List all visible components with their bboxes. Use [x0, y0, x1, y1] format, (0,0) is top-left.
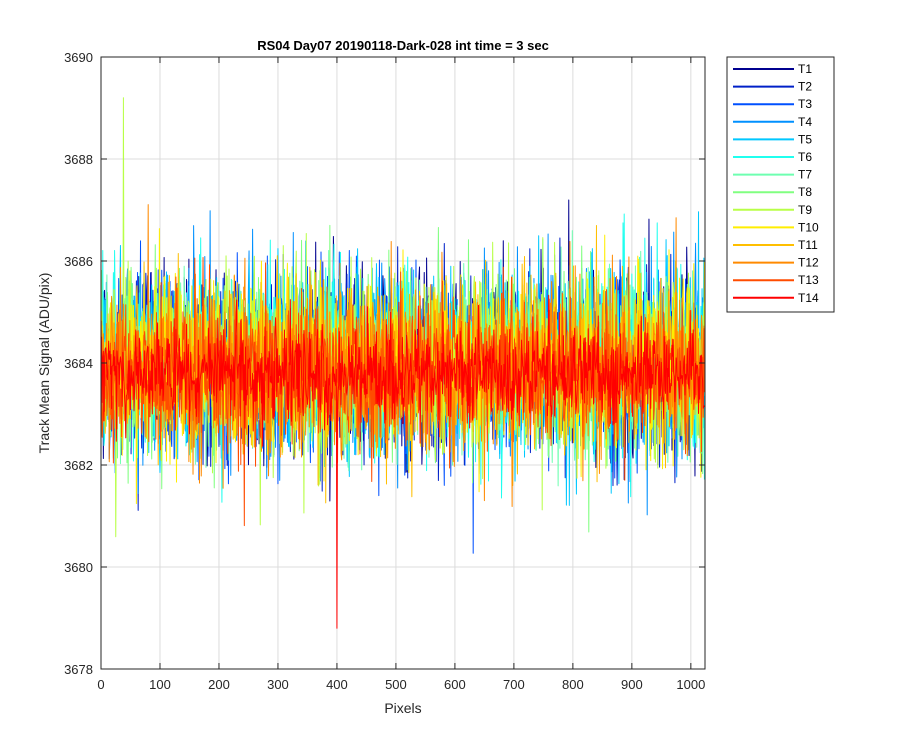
chart-title: RS04 Day07 20190118-Dark-028 int time = … — [257, 38, 549, 53]
legend-label-t10: T10 — [798, 220, 819, 234]
legend-label-t7: T7 — [798, 168, 812, 182]
legend-label-t14: T14 — [798, 291, 819, 305]
legend-label-t4: T4 — [798, 115, 812, 129]
x-tick-label: 100 — [149, 677, 171, 692]
y-axis-label: Track Mean Signal (ADU/pix) — [36, 273, 52, 454]
x-tick-label: 400 — [326, 677, 348, 692]
x-tick-label: 800 — [562, 677, 584, 692]
legend-label-t5: T5 — [798, 132, 812, 146]
x-tick-label: 500 — [385, 677, 407, 692]
x-tick-label: 900 — [621, 677, 643, 692]
x-tick-label: 0 — [97, 677, 104, 692]
x-tick-label: 300 — [267, 677, 289, 692]
legend-label-t12: T12 — [798, 256, 819, 270]
legend-label-t2: T2 — [798, 80, 812, 94]
legend: T1 T2 T3 T4 T5 T6 T7 T8 T9 T10 T11 T12 T13 T14 — [726, 56, 835, 313]
y-tick-label: 3680 — [64, 560, 93, 575]
x-axis-label: Pixels — [384, 700, 421, 716]
series-line-t14 — [100, 294, 705, 629]
y-tick-label: 3682 — [64, 458, 93, 473]
y-tick-label: 3688 — [64, 152, 93, 167]
series-layer — [100, 97, 705, 629]
legend-label-t6: T6 — [798, 150, 812, 164]
x-tick-label: 1000 — [676, 677, 705, 692]
y-tick-label: 3678 — [64, 662, 93, 677]
legend-label-t1: T1 — [798, 62, 812, 76]
plot-frame — [100, 56, 706, 670]
legend-label-t9: T9 — [798, 203, 812, 217]
y-tick-label: 3686 — [64, 254, 93, 269]
y-tick-label: 3690 — [64, 50, 93, 65]
series-line-t12 — [100, 204, 705, 507]
x-tick-label: 200 — [208, 677, 230, 692]
legend-label-t8: T8 — [798, 185, 812, 199]
x-tick-label: 700 — [503, 677, 525, 692]
x-tick-label: 600 — [444, 677, 466, 692]
y-tick-label: 3684 — [64, 356, 93, 371]
tick-labels: 0 100 200 300 400 500 600 700 800 900 1000 3678 3680… — [64, 50, 705, 692]
legend-label-t11: T11 — [798, 238, 818, 252]
legend-label-t3: T3 — [798, 97, 812, 111]
legend-label-t13: T13 — [798, 273, 819, 287]
legend-box — [726, 56, 835, 313]
